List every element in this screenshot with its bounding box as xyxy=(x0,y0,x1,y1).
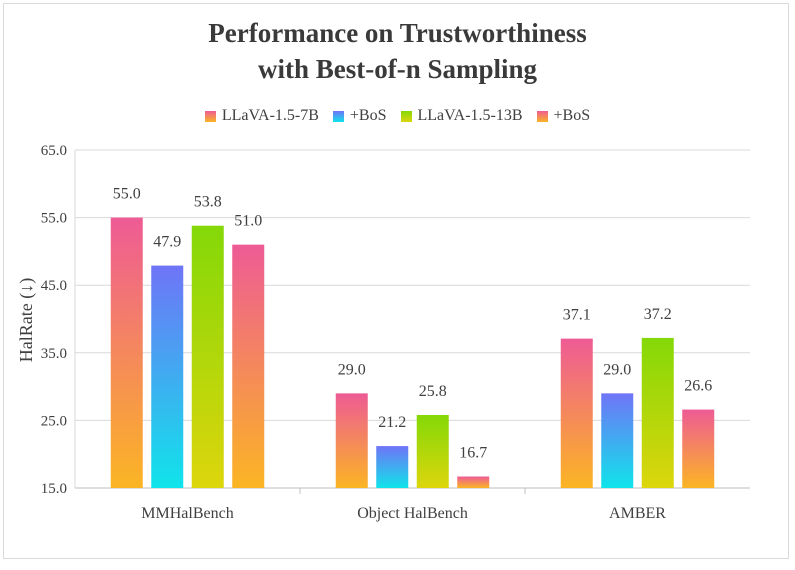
legend-item-bos-7b[interactable]: +BoS xyxy=(332,107,387,125)
legend-label: LLaVA-1.5-13B xyxy=(417,107,523,124)
legend-label: LLaVA-1.5-7B xyxy=(221,107,319,124)
legend-swatch xyxy=(332,110,344,122)
y-tick-label: 35.0 xyxy=(41,346,67,362)
bar[interactable] xyxy=(641,337,674,488)
y-tick-label: 25.0 xyxy=(41,413,67,429)
y-axis-ticks: 15.0 25.0 35.0 45.0 55.0 65.0 xyxy=(41,143,67,497)
gridlines xyxy=(74,149,750,494)
legend-item-llava-13b[interactable]: LLaVA-1.5-13B xyxy=(400,107,523,125)
bar[interactable] xyxy=(682,409,715,488)
bars xyxy=(110,217,715,488)
data-label: 37.2 xyxy=(644,306,672,323)
bar[interactable] xyxy=(191,225,224,488)
data-label: 55.0 xyxy=(113,186,141,203)
data-label: 29.0 xyxy=(338,361,366,378)
bar[interactable] xyxy=(335,393,368,488)
x-tick-label: Object HalBench xyxy=(357,505,468,522)
legend-label: +BoS xyxy=(349,107,387,124)
bar[interactable] xyxy=(376,446,409,488)
data-label: 16.7 xyxy=(459,445,487,462)
data-label: 26.6 xyxy=(684,378,712,395)
y-tick-label: 55.0 xyxy=(41,211,67,227)
legend-item-bos-13b[interactable]: +BoS xyxy=(536,107,591,125)
legend: LLaVA-1.5-7B +BoS LLaVA-1.5-13B +BoS xyxy=(0,107,795,125)
data-label: 51.0 xyxy=(234,213,262,230)
bar[interactable] xyxy=(560,338,593,488)
data-label: 47.9 xyxy=(153,234,181,251)
chart-title-line1: Performance on Trustworthiness xyxy=(208,18,587,48)
bar[interactable] xyxy=(151,265,184,488)
y-tick-label: 65.0 xyxy=(41,143,67,159)
legend-swatch xyxy=(400,110,412,122)
bar[interactable] xyxy=(232,244,265,488)
data-label: 37.1 xyxy=(563,307,591,324)
bar[interactable] xyxy=(110,217,143,488)
bar[interactable] xyxy=(457,476,490,488)
x-tick-label: AMBER xyxy=(609,505,666,522)
legend-item-llava-7b[interactable]: LLaVA-1.5-7B xyxy=(204,107,319,125)
data-label: 53.8 xyxy=(194,194,222,211)
legend-label: +BoS xyxy=(553,107,591,124)
chart-title-line2: with Best-of-n Sampling xyxy=(257,54,538,84)
legend-swatch xyxy=(536,110,548,122)
legend-swatch xyxy=(204,110,216,122)
bar[interactable] xyxy=(601,393,634,488)
y-tick-label: 45.0 xyxy=(41,278,67,294)
data-label: 25.8 xyxy=(419,383,447,400)
y-tick-label: 15.0 xyxy=(41,481,67,497)
bar[interactable] xyxy=(416,414,449,488)
data-label: 29.0 xyxy=(603,361,631,378)
value-labels: 55.0 47.9 53.8 51.0 29.0 21.2 25.8 16.7 37.1 29.0… xyxy=(113,186,713,462)
y-axis-label: HalRate (↓) xyxy=(16,278,37,362)
x-axis-categories: MMHalBench Object HalBench AMBER xyxy=(141,505,666,522)
x-tick-label: MMHalBench xyxy=(141,505,233,522)
data-label: 21.2 xyxy=(378,414,406,431)
